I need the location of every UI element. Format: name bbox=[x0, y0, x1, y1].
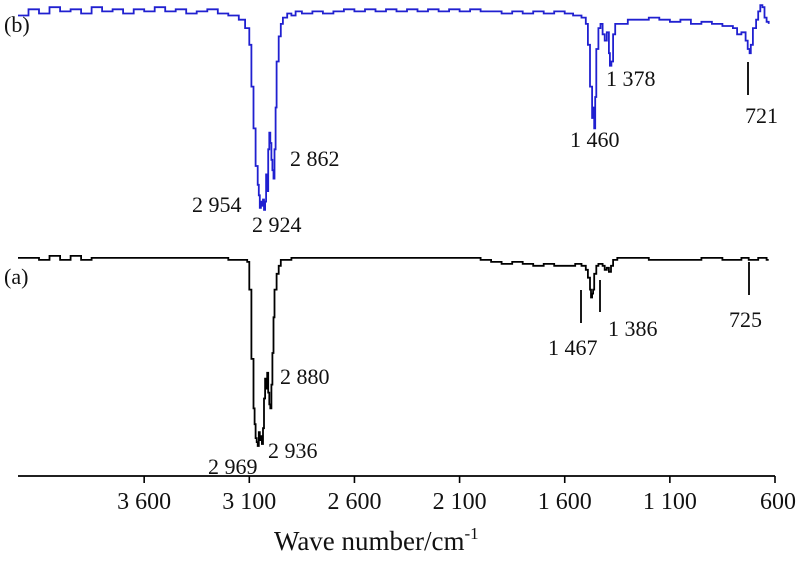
x-axis-title-text: Wave number/cm bbox=[274, 526, 465, 556]
peak-label: 2 862 bbox=[290, 146, 340, 171]
annotations-group: 2 954 2 924 2 862 1 460 1 378 721 2 969 2 936 2 … bbox=[192, 62, 778, 479]
spectrum-line-b bbox=[18, 4, 770, 211]
x-tick-label: 3 600 bbox=[117, 489, 171, 515]
peak-label: 2 880 bbox=[280, 364, 330, 389]
panel-label-a: (a) bbox=[4, 264, 28, 289]
x-tick-label: 3 100 bbox=[222, 489, 276, 515]
peak-label: 1 386 bbox=[608, 316, 658, 341]
peak-label: 1 467 bbox=[548, 335, 598, 360]
peak-label: 725 bbox=[729, 307, 762, 332]
x-axis: 3 600 3 100 2 600 2 100 1 600 1 100 600 bbox=[18, 475, 796, 515]
x-axis-title: Wave number/cm-1 bbox=[274, 524, 479, 556]
peak-label: 1 460 bbox=[570, 127, 620, 152]
spectrum-line-a bbox=[18, 255, 769, 447]
peak-label: 1 378 bbox=[606, 66, 656, 91]
x-tick-label: 600 bbox=[760, 489, 796, 515]
x-axis-title-superscript: -1 bbox=[465, 524, 479, 543]
x-axis-title-group: Wave number/cm-1 bbox=[274, 524, 479, 556]
peak-label: 2 936 bbox=[268, 438, 318, 463]
peak-label: 2 954 bbox=[192, 192, 242, 217]
x-tick-label: 2 600 bbox=[327, 489, 381, 515]
spectra-group: (b) (a) bbox=[4, 4, 770, 447]
peak-label: 2 924 bbox=[252, 212, 302, 237]
peak-label: 721 bbox=[745, 103, 778, 128]
x-tick-label: 1 100 bbox=[643, 489, 697, 515]
panel-label-b: (b) bbox=[4, 12, 30, 37]
x-tick-label: 1 600 bbox=[538, 489, 592, 515]
peak-label: 2 969 bbox=[208, 454, 258, 479]
x-tick-label: 2 100 bbox=[433, 489, 487, 515]
